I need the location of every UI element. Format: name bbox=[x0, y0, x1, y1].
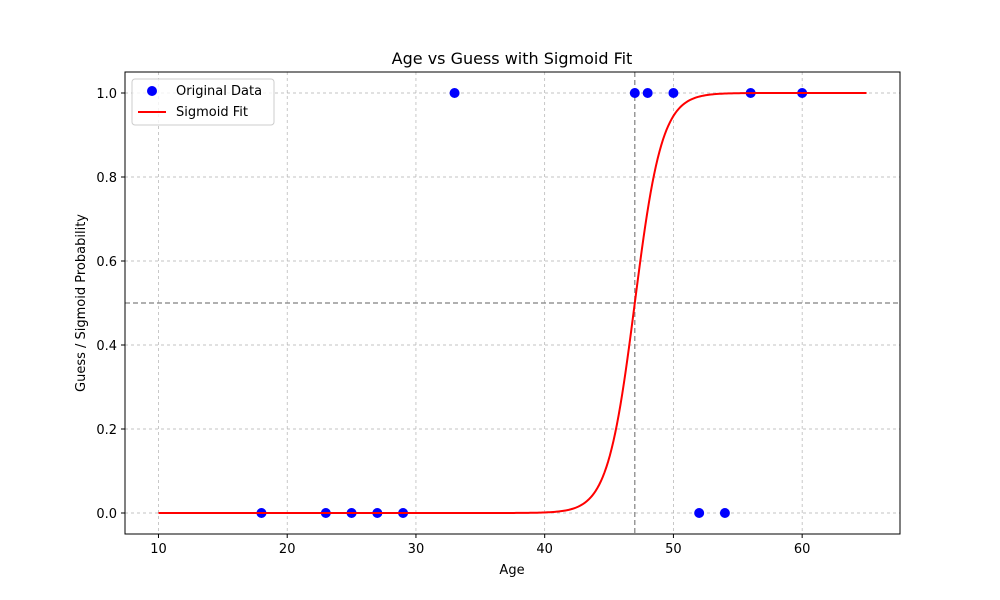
chart-title: Age vs Guess with Sigmoid Fit bbox=[392, 49, 633, 68]
legend-box bbox=[131, 78, 275, 126]
series-layer bbox=[158, 88, 867, 518]
x-tick-label: 10 bbox=[150, 542, 167, 557]
data-point bbox=[694, 508, 705, 518]
y-tick-label: 0.4 bbox=[96, 339, 117, 354]
y-axis: 0.0 0.2 0.4 0.6 0.8 1.0 bbox=[96, 87, 125, 522]
x-tick-label: 40 bbox=[536, 542, 553, 557]
data-point bbox=[719, 508, 730, 518]
reference-lines bbox=[125, 72, 900, 534]
y-tick-label: 0.8 bbox=[96, 171, 117, 186]
y-tick-label: 0.6 bbox=[96, 255, 117, 270]
x-axis-label: Age bbox=[499, 563, 524, 578]
data-point bbox=[449, 88, 460, 98]
x-tick-label: 60 bbox=[794, 542, 811, 557]
y-tick-label: 0.0 bbox=[96, 507, 117, 522]
data-point bbox=[629, 88, 640, 98]
plot-area-frame bbox=[124, 71, 901, 535]
data-point bbox=[668, 88, 679, 98]
y-tick-label: 0.2 bbox=[96, 423, 117, 438]
legend-marker-original-data bbox=[147, 86, 157, 96]
x-tick-label: 20 bbox=[279, 542, 296, 557]
x-tick-label: 30 bbox=[408, 542, 425, 557]
y-axis-label: Guess / Sigmoid Probability bbox=[74, 214, 89, 392]
data-point bbox=[642, 88, 653, 98]
sigmoid-fit-line bbox=[158, 92, 867, 514]
x-tick-label: 50 bbox=[665, 542, 682, 557]
x-axis: 10 20 30 40 50 60 bbox=[150, 534, 810, 557]
legend-label-sigmoid-fit: Sigmoid Fit bbox=[176, 105, 248, 120]
legend-label-original-data: Original Data bbox=[176, 84, 262, 99]
y-tick-label: 1.0 bbox=[96, 87, 117, 102]
legend: Original Data Sigmoid Fit bbox=[131, 78, 275, 126]
